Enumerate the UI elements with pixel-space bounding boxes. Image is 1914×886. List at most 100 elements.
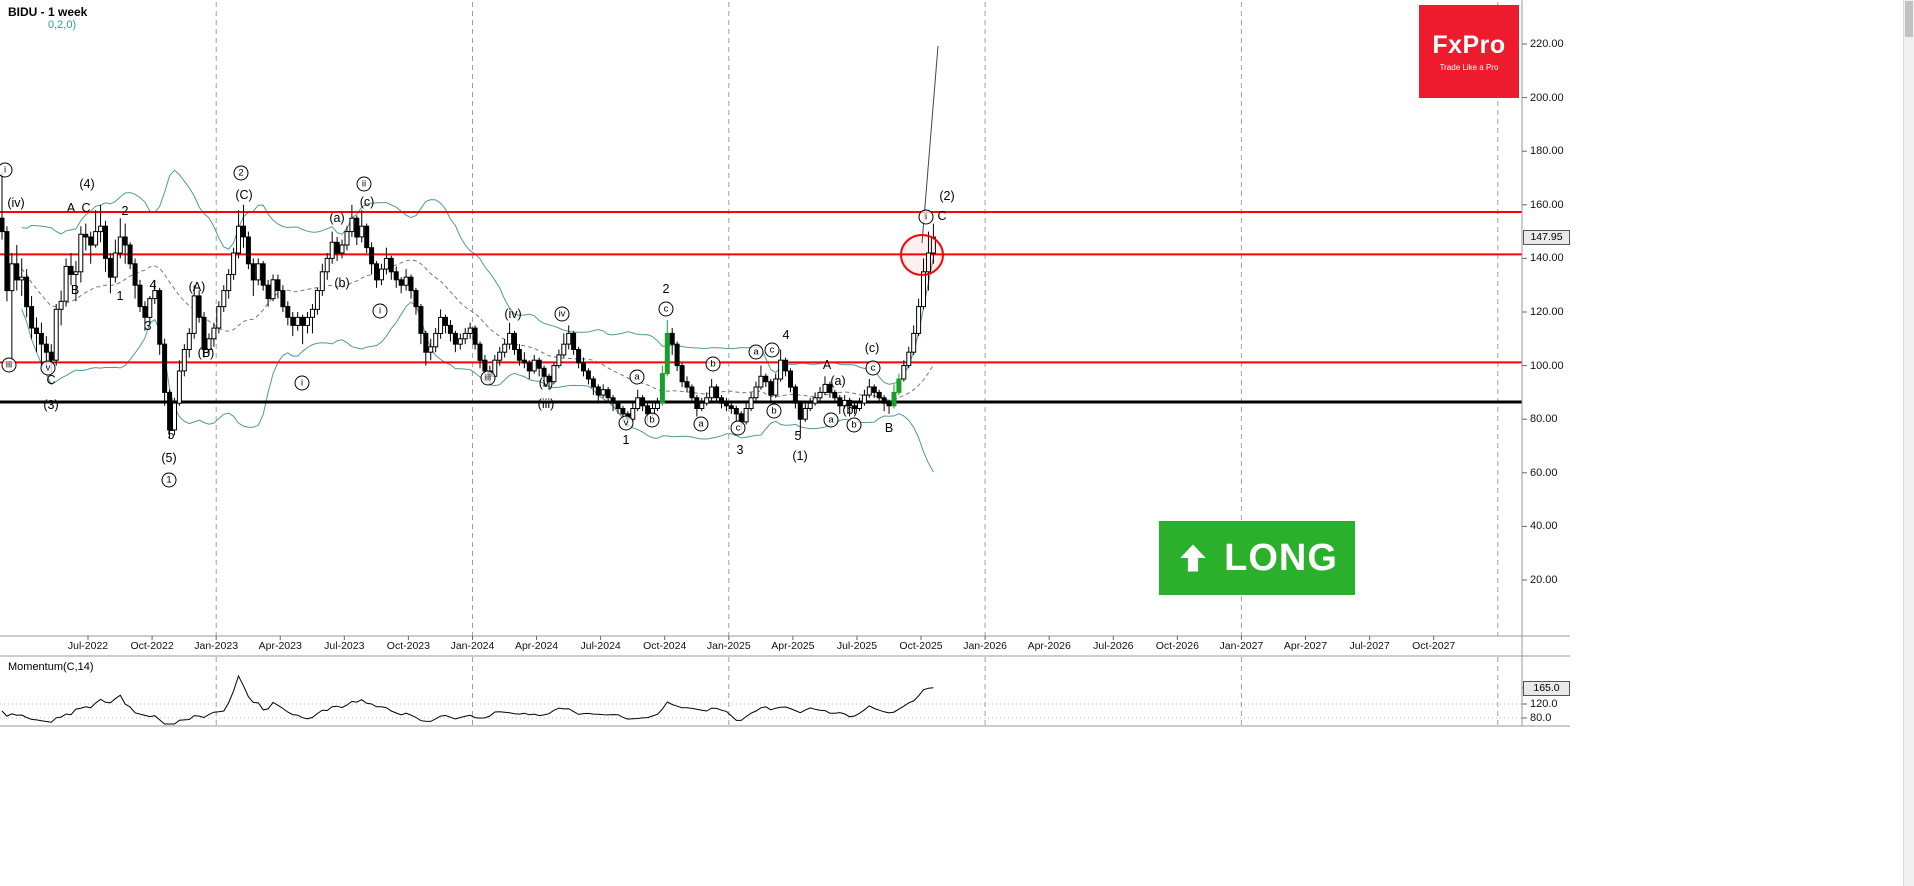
date-label: Oct-2026	[1155, 640, 1199, 652]
date-label: Oct-2025	[899, 640, 943, 652]
wave-label: c	[865, 360, 881, 376]
wave-label: b	[705, 356, 721, 372]
momentum-axis-label: 80.0	[1530, 712, 1552, 724]
fxpro-logo: FxPro Trade Like a Pro	[1419, 5, 1519, 98]
price-label: 40.00	[1530, 520, 1558, 533]
wave-label: i	[918, 209, 934, 225]
wave-label: B	[70, 283, 80, 297]
wave-label: 2	[233, 165, 249, 181]
wave-degree-indicator: 0,2,0)	[48, 19, 77, 31]
pane-borders	[0, 0, 1570, 727]
price-label: 220.00	[1530, 38, 1564, 50]
wave-label: i	[372, 303, 388, 319]
wave-label: (c)	[864, 341, 880, 355]
brand-name: FxPro	[1432, 31, 1506, 59]
wave-label: 1	[116, 289, 124, 303]
wave-label: B	[884, 421, 894, 435]
date-label: Jul-2022	[67, 640, 109, 652]
chart-title: BIDU - 1 week	[8, 5, 88, 19]
scrollbar-thumb[interactable]	[1905, 1, 1913, 37]
wave-label: (v)	[538, 376, 554, 390]
date-label: Apr-2023	[258, 640, 302, 652]
up-arrow-icon	[1180, 544, 1206, 572]
price-label: 200.00	[1530, 91, 1564, 104]
wave-label: 1	[622, 433, 630, 447]
wave-label: 3	[144, 319, 152, 333]
wave-label: (A)	[188, 280, 206, 294]
wave-label: a	[629, 369, 645, 385]
wave-label: 5	[167, 428, 175, 442]
date-label: Jul-2027	[1349, 640, 1390, 652]
momentum-axis-label: 120.0	[1530, 698, 1558, 710]
date-label: Oct-2023	[386, 640, 430, 652]
long-label: LONG	[1224, 536, 1338, 579]
date-label: Apr-2024	[514, 640, 559, 652]
wave-label: (b)	[842, 403, 858, 417]
date-label: Jan-2026	[963, 640, 1008, 652]
date-label: Oct-2027	[1412, 640, 1456, 652]
date-label: Oct-2024	[643, 640, 687, 652]
wave-label: (b)	[334, 276, 350, 290]
wave-label: b	[846, 417, 862, 433]
price-label: 120.00	[1530, 306, 1564, 318]
axis-ticks	[87, 43, 1527, 719]
date-label: Jan-2024	[450, 640, 495, 652]
wave-label: b	[644, 412, 660, 428]
scrollbar[interactable]	[1903, 0, 1914, 886]
wave-label: C	[937, 209, 947, 223]
date-label: Apr-2026	[1027, 640, 1071, 652]
wave-label: (5)	[161, 451, 177, 465]
wave-label: a	[823, 412, 839, 428]
price-label: 60.00	[1530, 466, 1558, 479]
wave-label: (a)	[329, 211, 345, 225]
date-label: Jan-2025	[706, 640, 751, 652]
date-label: Jul-2024	[580, 640, 621, 652]
wave-label: 2	[662, 282, 670, 296]
wave-label: 2	[121, 204, 129, 218]
wave-label: C	[81, 201, 91, 215]
price-label: 180.00	[1530, 145, 1564, 158]
wave-label: (2)	[939, 189, 955, 203]
wave-label: A	[66, 201, 76, 215]
wave-label: (iii)	[537, 397, 555, 411]
wave-label: iii	[480, 370, 496, 386]
brand-tagline: Trade Like a Pro	[1439, 63, 1499, 72]
long-signal-badge: LONG	[1159, 521, 1355, 595]
wave-label: (3)	[43, 398, 59, 412]
breakout-highlight-circle	[900, 234, 944, 276]
wave-label: ii	[356, 176, 372, 192]
date-label: Jul-2026	[1093, 640, 1134, 652]
date-label: Apr-2027	[1283, 640, 1328, 652]
wave-label: b	[766, 403, 782, 419]
wave-label: C	[46, 373, 56, 387]
wave-label: a	[693, 416, 709, 432]
wave-label: (iv)	[504, 307, 522, 321]
date-label: Jul-2025	[836, 640, 878, 652]
wave-label: v	[618, 415, 634, 431]
price-label: 80.00	[1530, 413, 1558, 426]
wave-label: (4)	[79, 177, 95, 191]
date-label: Apr-2025	[771, 640, 815, 652]
wave-label: (1)	[792, 449, 808, 463]
wave-label: 3	[736, 443, 744, 457]
wave-label: (iv)	[7, 196, 25, 210]
date-label: Jan-2027	[1219, 640, 1264, 652]
year-gridlines	[215, 2, 1499, 725]
wave-label: (c)	[359, 195, 375, 209]
momentum-pane-label: Momentum(C,14)	[8, 661, 94, 673]
wave-label: c	[658, 301, 674, 317]
wave-label: i	[0, 162, 13, 178]
wave-label: a	[748, 344, 764, 360]
date-label: Jan-2023	[194, 640, 239, 652]
wave-label: 5	[794, 429, 802, 443]
price-label: 100.00	[1530, 359, 1564, 372]
wave-label: (C)	[235, 188, 253, 202]
wave-label: iv	[554, 306, 570, 322]
wave-label: v	[40, 360, 56, 376]
wave-label: A	[822, 358, 832, 372]
price-label: 160.00	[1530, 198, 1564, 211]
date-label: Oct-2022	[130, 640, 174, 652]
wave-label: c	[764, 342, 780, 358]
